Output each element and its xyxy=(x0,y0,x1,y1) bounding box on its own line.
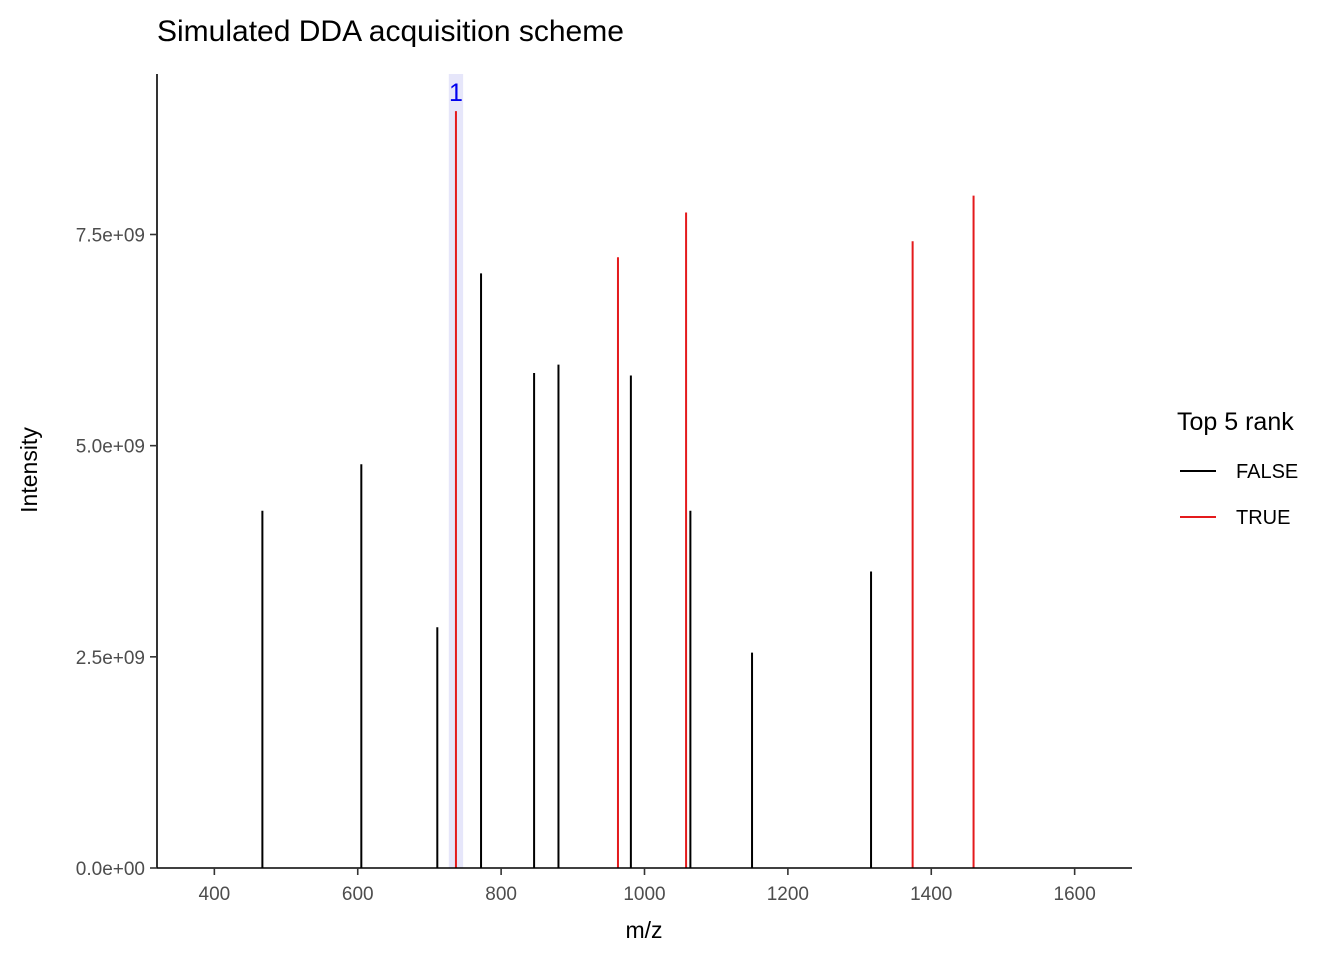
y-axis-title: Intensity xyxy=(16,427,42,513)
y-ticks: 0.0e+00 2.5e+09 5.0e+09 7.5e+09 xyxy=(76,225,157,880)
legend-label-true: TRUE xyxy=(1236,507,1290,529)
x-tick-label: 600 xyxy=(342,884,374,905)
highlight-label: 1 xyxy=(449,79,463,107)
y-tick-label: 2.5e+09 xyxy=(76,648,145,669)
x-tick-label: 1000 xyxy=(623,884,665,905)
y-tick-label: 5.0e+09 xyxy=(76,437,145,458)
x-ticks: 400 600 800 1000 1200 1400 1600 xyxy=(199,868,1096,905)
legend-title: Top 5 rank xyxy=(1177,408,1294,436)
chart-title: Simulated DDA acquisition scheme xyxy=(157,15,624,48)
axes xyxy=(156,74,1132,869)
x-tick-label: 400 xyxy=(199,884,231,905)
y-tick-label: 0.0e+00 xyxy=(76,859,145,880)
x-axis-title: m/z xyxy=(625,917,662,943)
x-tick-label: 1400 xyxy=(910,884,952,905)
bars-layer xyxy=(261,111,975,868)
x-tick-label: 800 xyxy=(485,884,517,905)
legend: Top 5 rank FALSE TRUE xyxy=(1177,408,1298,529)
legend-label-false: FALSE xyxy=(1236,461,1298,483)
x-tick-label: 1200 xyxy=(767,884,809,905)
x-tick-label: 1600 xyxy=(1054,884,1096,905)
legend-entries: FALSE TRUE xyxy=(1180,461,1298,529)
annotation-layer: 1 xyxy=(449,79,463,107)
y-tick-label: 7.5e+09 xyxy=(76,225,145,246)
